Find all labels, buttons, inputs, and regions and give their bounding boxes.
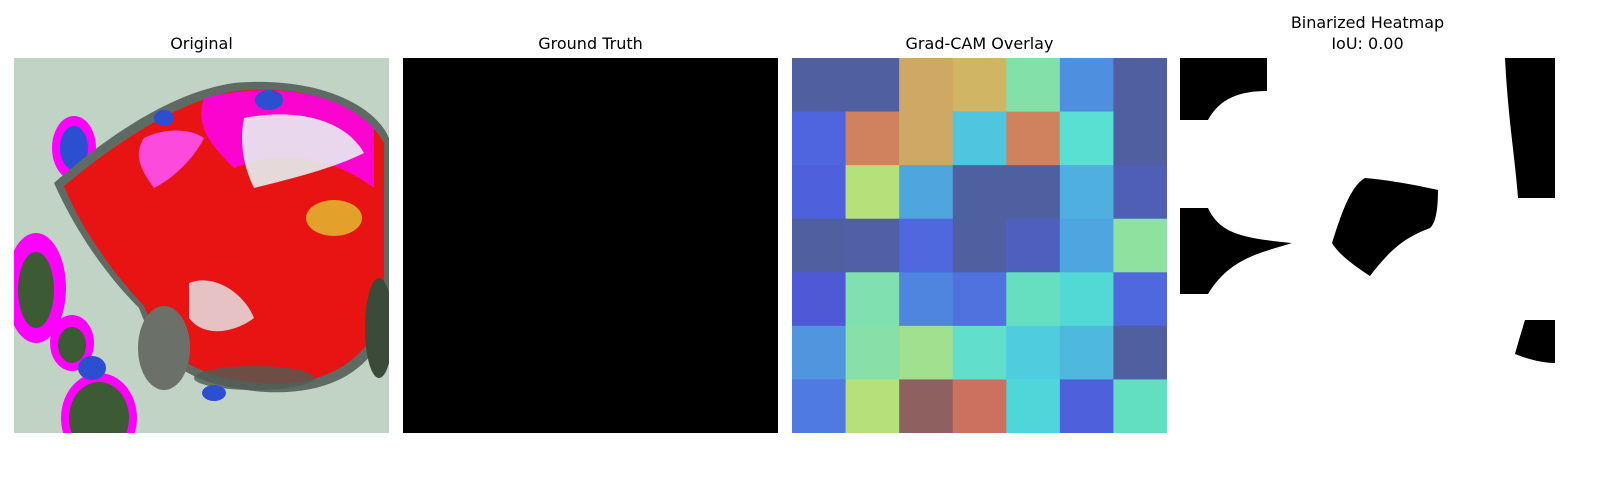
gradcam-cell [1059,272,1114,327]
gradcam-cell [1113,379,1167,433]
gradcam-cell [1059,111,1114,166]
blob-mid-left [1180,208,1292,294]
gradcam-cell [845,111,900,166]
gradcam-cell [845,58,900,113]
ground-truth-mask [403,58,778,433]
gradcam-cell [899,165,954,220]
gradcam-cell [1059,325,1114,380]
gradcam-cell [899,272,954,327]
gradcam-cell [952,272,1007,327]
gradcam-cell [1006,379,1061,433]
gradcam-cell [1006,58,1061,113]
blob-bottom-right [1515,320,1555,363]
panel-title-gradcam-overlay: Grad-CAM Overlay [905,34,1054,53]
gradcam-cell [899,111,954,166]
gradcam-cell [1059,379,1114,433]
binarized-heatmap [1180,58,1555,433]
gradcam-cell [899,325,954,380]
panel-subtitle-iou: IoU: 0.00 [1331,34,1404,53]
gradcam-overlay [792,58,1167,433]
gradcam-cell [952,58,1007,113]
blob-top-left [1180,58,1267,120]
panel-title-original: Original [170,34,233,53]
panel-title-ground-truth: Ground Truth [538,34,643,53]
gradcam-cell [1113,325,1167,380]
gradcam-cell [899,379,954,433]
gradcam-cell [792,218,847,273]
gradcam-cell [952,218,1007,273]
gradcam-cell [792,111,847,166]
gradcam-cell [1006,272,1061,327]
gradcam-cell [952,165,1007,220]
gradcam-cell [1006,111,1061,166]
gradcam-cell [1059,58,1114,113]
blob-center [1332,178,1438,276]
gradcam-cell [952,379,1007,433]
gradcam-cell [845,165,900,220]
gradcam-cell [1113,58,1167,113]
gradcam-cell [845,325,900,380]
gradcam-cell [792,165,847,220]
blob-top-right [1505,58,1555,198]
gradcam-cell [1006,325,1061,380]
gradcam-cell [952,111,1007,166]
gradcam-cell [845,272,900,327]
original-image [14,58,389,433]
gradcam-cell [1059,165,1114,220]
gradcam-cell [1059,218,1114,273]
gradcam-cell [792,379,847,433]
gradcam-cell [899,58,954,113]
gradcam-cell [792,58,847,113]
gradcam-cell [1113,218,1167,273]
gradcam-cell [1006,218,1061,273]
gradcam-cell [845,218,900,273]
gradcam-cell [1113,111,1167,166]
gradcam-cell [845,379,900,433]
gradcam-cell [792,272,847,327]
gradcam-cell [952,325,1007,380]
gradcam-cell [899,218,954,273]
gradcam-cell [792,325,847,380]
gradcam-cell [1006,165,1061,220]
panel-title-binarized-heatmap: Binarized Heatmap [1290,13,1445,32]
gradcam-cell [1113,272,1167,327]
gradcam-cell [1113,165,1167,220]
